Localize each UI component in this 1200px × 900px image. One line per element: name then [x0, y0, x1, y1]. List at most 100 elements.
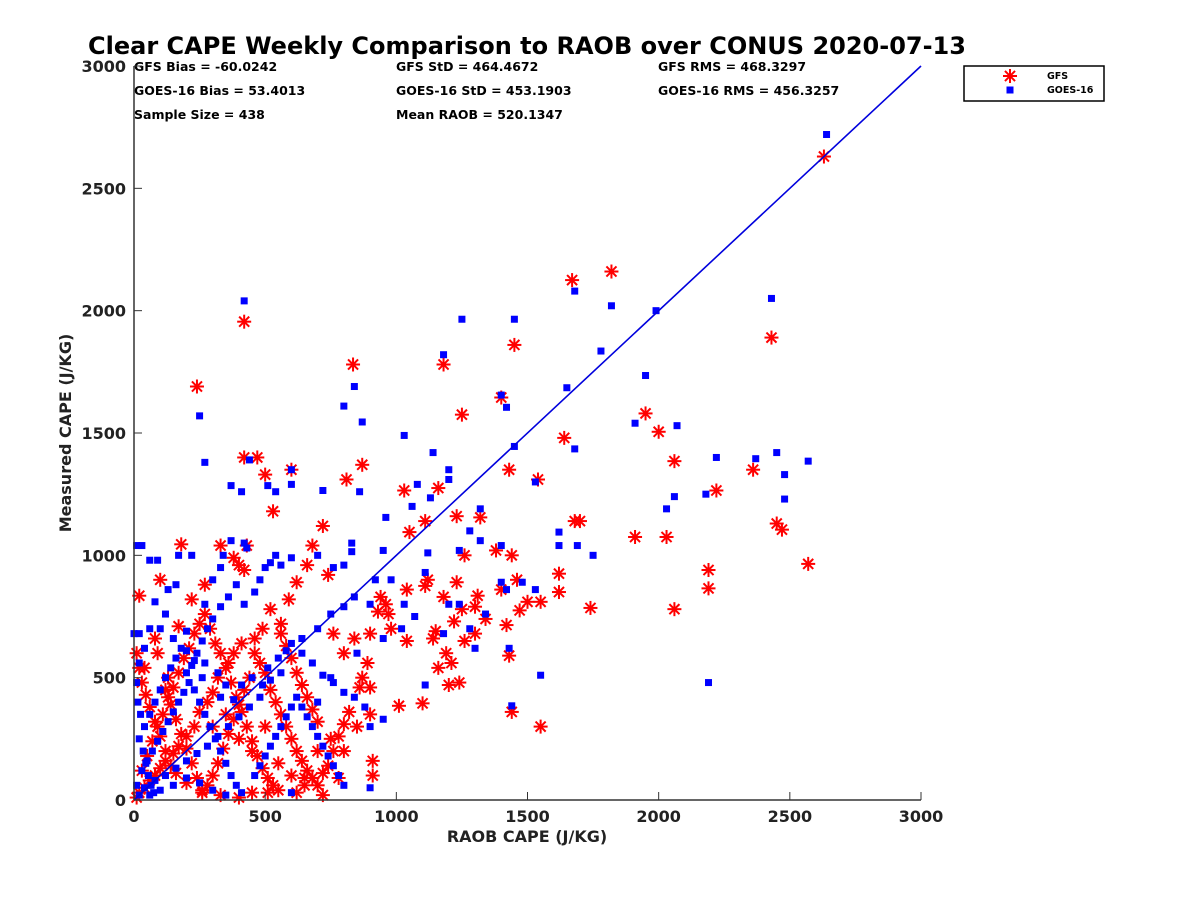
goes-16-point [424, 549, 432, 557]
goes-16-point [277, 561, 285, 569]
goes-16-point [154, 556, 162, 564]
goes-16-point [366, 723, 374, 731]
goes-16-point [282, 713, 290, 721]
gfs-point [449, 509, 464, 524]
goes-16-point [169, 781, 177, 789]
gfs-point [468, 599, 483, 614]
stat-gfs-std: GFS StD = 464.4672 [396, 59, 538, 74]
gfs-point [226, 646, 241, 661]
gfs-point [604, 264, 619, 279]
gfs-point [667, 602, 682, 617]
goes-16-point [256, 693, 264, 701]
goes-16-point [222, 681, 230, 689]
gfs-point [305, 538, 320, 553]
goes-16-point [235, 713, 243, 721]
gfs-point [250, 450, 265, 465]
goes-16-point [445, 600, 453, 608]
goes-16-point [298, 703, 306, 711]
goes-16-point [319, 486, 327, 494]
goes-16-point [272, 551, 280, 559]
goes-16-point [631, 419, 639, 427]
goes-16-point [240, 297, 248, 305]
goes-16-point [238, 681, 246, 689]
goes-16-point [209, 786, 217, 794]
goes-16-point [133, 542, 141, 550]
gfs-point [441, 678, 456, 693]
goes-16-point [172, 654, 180, 662]
goes-16-point [531, 586, 539, 594]
stat-mean-raob: Mean RAOB = 520.1347 [396, 107, 563, 122]
goes-16-point [196, 698, 204, 706]
gfs-point [342, 704, 357, 719]
gfs-point [263, 682, 278, 697]
goes-16-point [146, 625, 154, 633]
gfs-point [764, 330, 779, 345]
gfs-point [260, 770, 275, 785]
goes-16-point [421, 681, 429, 689]
gfs-point [628, 529, 643, 544]
goes-16-point [287, 480, 295, 488]
goes-16-point [151, 698, 159, 706]
goes-16-point [182, 774, 190, 782]
goes-16-point [256, 576, 264, 584]
gfs-point [208, 636, 223, 651]
goes-16-point [752, 455, 760, 463]
gfs-point [551, 585, 566, 600]
goes-16-point [555, 528, 563, 536]
gfs-point [184, 592, 199, 607]
goes-16-point [159, 727, 167, 735]
gfs-point [260, 785, 275, 800]
gfs-point [701, 581, 716, 596]
goes-16-point [804, 457, 812, 465]
goes-16-point [319, 742, 327, 750]
goes-16-point [670, 493, 678, 501]
gfs-point [205, 685, 220, 700]
gfs-point [174, 537, 189, 552]
gfs-point [150, 646, 165, 661]
legend-marker-gfs [1003, 69, 1017, 83]
goes-16-point [773, 449, 781, 457]
gfs-point [384, 621, 399, 636]
gfs-point [651, 424, 666, 439]
gfs-point [565, 273, 580, 288]
goes-16-point [142, 759, 150, 767]
gfs-point [381, 607, 396, 622]
gfs-point [213, 646, 228, 661]
goes-16-point [161, 610, 169, 618]
gfs-point [746, 462, 761, 477]
goes-16-point [140, 644, 148, 652]
gfs-point [426, 631, 441, 646]
goes-16-point [238, 488, 246, 496]
goes-16-point [217, 693, 225, 701]
gfs-point [326, 626, 341, 641]
gfs-point [218, 660, 233, 675]
gfs-point [454, 407, 469, 422]
goes-16-point [256, 762, 264, 770]
goes-16-point [781, 495, 789, 503]
goes-16-point [138, 542, 146, 550]
gfs-point [281, 592, 296, 607]
stat-goes-std: GOES-16 StD = 453.1903 [396, 83, 572, 98]
goes-16-point [277, 669, 285, 677]
gfs-point [289, 575, 304, 590]
goes-16-point [266, 676, 274, 684]
gfs-point [360, 655, 375, 670]
gfs-point [263, 602, 278, 617]
gfs-point [774, 522, 789, 537]
goes-16-point [232, 581, 240, 589]
goes-16-point [382, 513, 390, 521]
goes-16-point [340, 402, 348, 410]
y-tick-label: 2500 [81, 179, 126, 198]
y-tick-label: 3000 [81, 57, 126, 76]
goes-16-point [227, 537, 235, 545]
goes-16-point [201, 710, 209, 718]
goes-16-point [361, 703, 369, 711]
goes-16-point [398, 625, 406, 633]
gfs-point [436, 357, 451, 372]
goes-16-point [497, 578, 505, 586]
goes-16-point [240, 539, 248, 547]
goes-16-point [327, 674, 335, 682]
goes-16-point [400, 600, 408, 608]
gfs-point [551, 566, 566, 581]
